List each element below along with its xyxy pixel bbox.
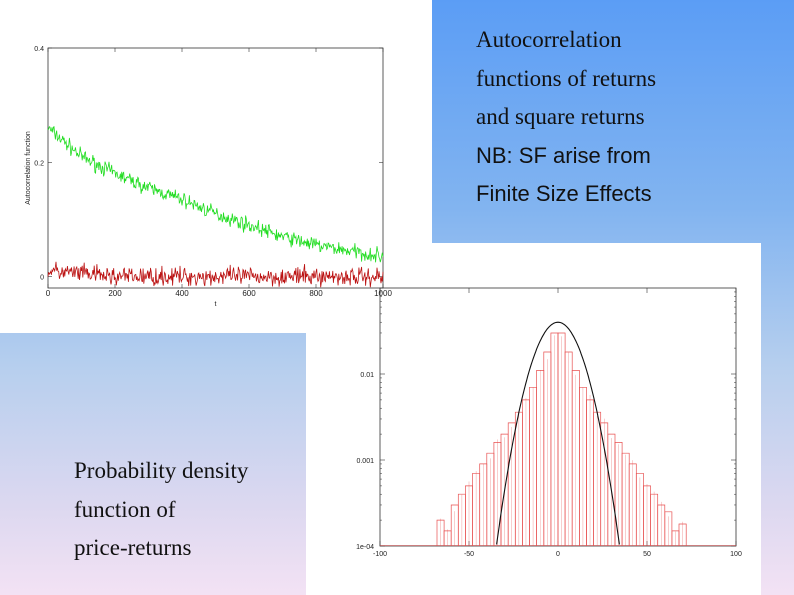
caption-pdf: Probability density function of price-re…: [74, 452, 248, 568]
autocorr-x-tick-label: 0: [46, 289, 51, 298]
autocorr-y-tick-label: 0: [40, 275, 44, 282]
autocorr-y-axis-label: Autocorrelation function: [25, 131, 32, 205]
autocorr-x-tick-label: 200: [108, 289, 122, 298]
autocorr-y-tick-label: 0.4: [34, 46, 44, 53]
pdf-histogram-bar: [664, 511, 673, 546]
caption-line: Autocorrelation: [476, 27, 622, 52]
pdf-x-tick-label: -100: [373, 551, 387, 558]
gaussian-fit-curve: [496, 321, 620, 545]
pdf-x-tick-label: 100: [730, 551, 742, 558]
caption-line: and square returns: [476, 104, 645, 129]
autocorr-x-tick-label: 400: [175, 289, 189, 298]
autocorr-y-tick-label: 0.2: [34, 160, 44, 167]
pdf-x-tick-label: 0: [556, 551, 560, 558]
pdf-x-tick-label: 50: [643, 551, 651, 558]
autocorr-x-tick-label: 1000: [374, 289, 392, 298]
caption-line: function of: [74, 496, 176, 522]
autocorr-x-tick-label: 800: [309, 289, 323, 298]
caption-line: functions of returns: [476, 65, 657, 91]
caption-line: Probability density: [74, 458, 249, 483]
caption-autocorrelation: Autocorrelation functions of returns and…: [476, 21, 656, 214]
pdf-y-tick-label: 1e-04: [356, 544, 374, 551]
caption-line: price-returns: [74, 535, 192, 560]
pdf-y-tick-label: 0.01: [360, 372, 374, 379]
autocorr-x-axis-label: t: [215, 301, 217, 308]
pdf-x-tick-label: -50: [464, 551, 474, 558]
autocorr-plot-frame: [47, 47, 384, 289]
autocorr-x-tick-label: 600: [242, 289, 256, 298]
pdf-y-tick-label: 0.001: [356, 458, 374, 465]
caption-note-line: Finite Size Effects: [476, 181, 652, 206]
squared-returns-acf-line: [47, 125, 384, 263]
returns-acf-line: [47, 261, 384, 288]
caption-note-line: NB: SF arise from: [476, 142, 651, 168]
